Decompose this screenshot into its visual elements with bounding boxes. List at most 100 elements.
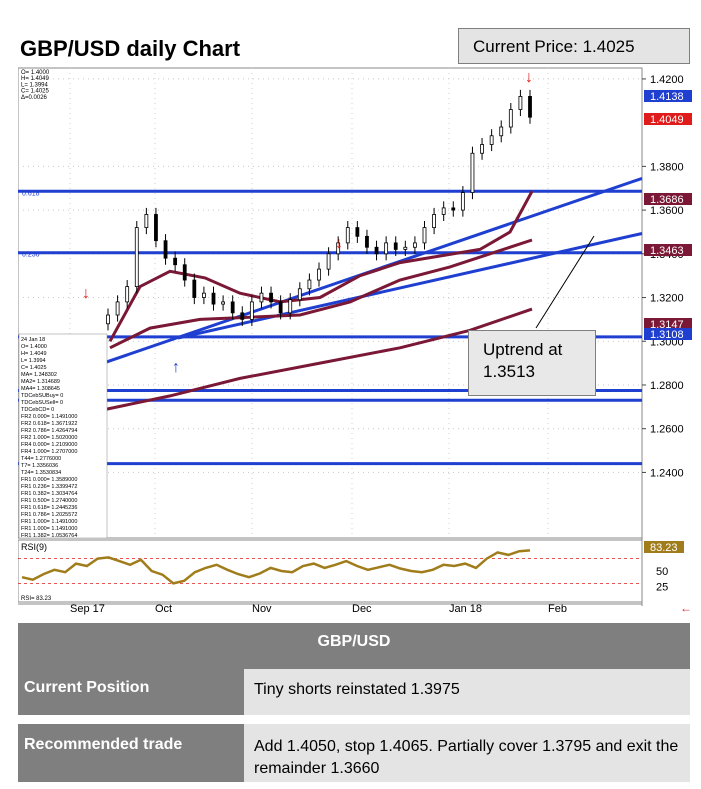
rsi-tick-label: 25	[656, 582, 668, 594]
price-tag-box	[644, 193, 692, 205]
candle-body	[317, 268, 321, 281]
price-tag-box	[644, 90, 692, 102]
candle-body	[336, 242, 341, 255]
price-tag-label: 1.3686	[650, 194, 684, 206]
table-row-recommended-trade: Recommended trade Add 1.4050, stop 1.406…	[18, 724, 690, 782]
candle-body	[288, 299, 293, 314]
candle-body	[374, 246, 379, 255]
price-tag-label: 1.3108	[650, 329, 684, 341]
callout-pointer	[535, 235, 595, 329]
indicator-readout: L= 1.3994	[21, 358, 46, 364]
level-tag: 0.618	[22, 190, 40, 197]
y-tick-label: 1.2800	[650, 380, 684, 392]
candle-body	[192, 279, 197, 298]
indicator-readout: T24= 1.3530834	[21, 470, 61, 476]
indicator-readout: FR1 0.500= 1.2740000	[21, 498, 77, 504]
candle-body	[432, 214, 436, 228]
sell-arrow-icon: ↓	[335, 235, 343, 252]
price-tag-box	[644, 328, 692, 340]
candle-body	[297, 288, 302, 301]
level-tag: 0.236	[22, 252, 40, 259]
x-tick-label: Nov	[252, 603, 272, 615]
indicator-readout: FR2 1.000= 1.5020000	[21, 435, 77, 441]
candle-body	[163, 240, 168, 259]
indicator-readout: 24 Jan 18	[21, 337, 45, 343]
x-tick-label: Sep 17	[70, 603, 105, 615]
ohlc-readout: Δ=0.0026	[21, 95, 48, 101]
recommended-trade-label: Recommended trade	[18, 724, 244, 782]
indicator-readout: FR1 0.236= 1.3399472	[21, 484, 77, 490]
uptrend-callout-text: Uptrend at 1.3513	[483, 340, 563, 381]
ma-mid-line	[109, 238, 533, 350]
x-tick-label: Dec	[352, 603, 372, 615]
ohlc-readout: O= 1.4000	[21, 70, 50, 76]
rsi-panel-frame	[18, 539, 643, 603]
indicator-readout: FR2 0.618= 1.3671922	[21, 421, 77, 427]
candle-body	[278, 301, 283, 314]
x-tick-label: Feb	[548, 603, 567, 615]
candle-body	[345, 227, 350, 244]
price-tag-label: 1.4138	[650, 91, 684, 103]
indicator-readout: FR1 0.382= 1.3034764	[21, 491, 77, 497]
candle-body	[249, 301, 254, 320]
price-tag-label: 1.3463	[650, 245, 684, 257]
candle-body	[460, 192, 465, 211]
indicator-readout: TDCebCD= 0	[21, 407, 54, 413]
candle-body	[326, 253, 331, 270]
current-position-value: Tiny shorts reinstated 1.3975	[244, 669, 690, 715]
indicator-readout: FR1 0.618= 1.2445236	[21, 505, 77, 511]
candle-body	[508, 109, 513, 128]
candle-body	[307, 279, 312, 290]
indicator-readout: FR1 1.000= 1.1491000	[21, 526, 77, 532]
indicator-readout: C= 1.4025	[21, 365, 47, 371]
y-tick-label: 1.4200	[650, 74, 684, 86]
y-tick-label: 1.3800	[650, 161, 684, 173]
x-tick-label: Oct	[155, 603, 172, 615]
uptrend-line	[177, 232, 643, 340]
candle-body	[528, 96, 532, 118]
chart-svg: 1.42001.38001.36001.34001.32001.30001.28…	[18, 67, 694, 618]
buy-arrow-icon: ↑	[172, 359, 180, 376]
ohlc-readout: L= 1.3994	[21, 82, 49, 88]
indicator-readout: FR2 0.000= 1.1491000	[21, 414, 77, 420]
ma-fast-line	[108, 190, 534, 343]
candle-body	[451, 207, 456, 211]
candle-body	[115, 301, 120, 316]
current-position-label: Current Position	[18, 669, 244, 715]
indicator-readout: MA4= 1.308645	[21, 386, 60, 392]
rsi-value-label: 83.23	[650, 542, 678, 554]
indicator-readout: T44= 1.2776000	[21, 456, 61, 462]
price-tag-label: 1.4049	[650, 114, 684, 126]
candle-body	[403, 246, 408, 250]
candle-body	[518, 96, 523, 110]
candle-body	[106, 314, 110, 325]
candle-body	[173, 257, 178, 266]
candle-body	[365, 235, 369, 248]
candle-body	[230, 301, 235, 314]
rsi-bottom-readout: RSI= 83.23	[21, 596, 52, 602]
candle-body	[202, 292, 206, 298]
candle-body	[240, 312, 245, 320]
rsi-label: RSI(9)	[21, 542, 47, 552]
price-chart[interactable]: 1.42001.38001.36001.34001.32001.30001.28…	[18, 66, 694, 624]
candle-body	[269, 292, 273, 303]
candle-body	[441, 207, 446, 215]
rsi-tick-label: 50	[656, 566, 668, 578]
indicator-readout: FR1 0.000= 1.3589000	[21, 477, 77, 483]
candle-body	[144, 214, 149, 228]
candle-body	[413, 242, 417, 248]
price-tag-box	[644, 244, 692, 256]
y-tick-label: 1.3600	[650, 205, 684, 217]
current-price-box: Current Price: 1.4025	[458, 28, 690, 64]
y-tick-label: 1.2600	[650, 424, 684, 436]
candle-body	[134, 227, 139, 288]
table-header: GBP/USD	[18, 623, 690, 669]
indicator-readout: FR1 1.000= 1.1491000	[21, 519, 77, 525]
indicator-readout: MA= 1.348302	[21, 372, 57, 378]
price-tag-box	[644, 113, 692, 125]
sell-arrow-icon: ↓	[525, 69, 533, 86]
candle-body	[499, 126, 504, 137]
indicator-readout: MA2= 1.314689	[21, 379, 60, 385]
candle-body	[182, 264, 187, 281]
rsi-value-box	[644, 541, 684, 553]
